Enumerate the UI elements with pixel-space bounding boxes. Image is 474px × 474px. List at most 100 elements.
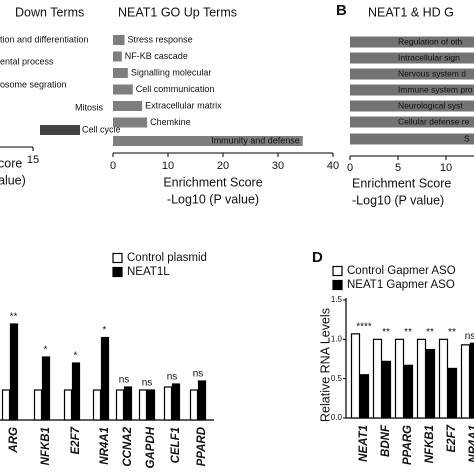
category-label: E2F7 xyxy=(446,424,458,452)
category-label: PPARG xyxy=(402,425,414,465)
bar xyxy=(100,336,110,421)
category-label: NR4A1 xyxy=(99,427,111,465)
bar xyxy=(403,364,414,419)
x-axis-label: Enrichment Score xyxy=(352,176,451,190)
significance-label: * xyxy=(103,325,107,336)
y-tick-label: 1.0 xyxy=(331,334,343,343)
significance-label: * xyxy=(74,351,78,362)
bar xyxy=(350,333,361,419)
bar xyxy=(63,389,73,421)
bar xyxy=(113,84,133,95)
bar xyxy=(1,389,11,421)
significance-label: ns xyxy=(465,331,474,342)
bar xyxy=(33,389,43,421)
x-axis-label: -Log10 (P value) xyxy=(167,192,259,206)
bar xyxy=(425,348,436,419)
chart-title: Down Terms xyxy=(15,5,84,19)
category-label: Nervous system d xyxy=(398,68,466,78)
legend-label: Control plasmid xyxy=(127,252,207,264)
bar xyxy=(469,342,474,419)
significance-label: **** xyxy=(356,321,372,332)
bar xyxy=(350,133,474,145)
bar xyxy=(92,389,102,421)
x-tick-label: 30 xyxy=(272,160,284,172)
category-label: Cell communication xyxy=(136,84,215,94)
bar xyxy=(460,344,471,419)
category-label: GAPDH xyxy=(145,426,157,468)
significance-label: ** xyxy=(426,327,434,338)
category-label: Regulation of oth xyxy=(398,36,463,46)
x-tick-label: 10 xyxy=(440,162,452,174)
bar xyxy=(416,338,427,419)
bar xyxy=(350,100,474,112)
bar xyxy=(115,389,125,421)
category-label: Chemkine xyxy=(150,117,191,127)
cell-cycle-bar-fragment xyxy=(40,125,80,135)
significance-label: ** xyxy=(10,312,18,323)
panel-letter: D xyxy=(312,249,323,266)
category-label: BDNF xyxy=(380,424,392,457)
x-axis-label: core xyxy=(0,156,22,170)
y-tick-label: 0.0 xyxy=(331,413,343,422)
category-label: NFKB1 xyxy=(424,425,436,463)
category-label: Neurological syst xyxy=(398,100,463,110)
chart-title: NEAT1 & HD G xyxy=(368,5,454,19)
bar xyxy=(113,51,122,62)
category-label: Intracellular sign xyxy=(398,52,460,62)
category-label: NR4A1 xyxy=(468,425,474,463)
bar xyxy=(350,36,474,48)
bar xyxy=(350,84,474,96)
bar xyxy=(350,116,474,128)
x-axis-label: alue) xyxy=(0,173,26,187)
bar xyxy=(163,386,173,421)
bar xyxy=(381,360,392,419)
significance-label: ** xyxy=(448,327,456,338)
bar xyxy=(123,386,133,421)
y-axis-label: Relative RNA Levels xyxy=(318,308,332,422)
category-label: Cell cycle xyxy=(82,124,121,134)
category-label: Immunity and defense xyxy=(211,135,300,145)
bar xyxy=(113,101,143,111)
panel-letter: B xyxy=(336,2,347,19)
category-label: S xyxy=(464,133,470,143)
bar xyxy=(113,136,303,146)
x-tick-label: 0 xyxy=(347,162,353,174)
legend-swatch xyxy=(112,266,123,278)
bar xyxy=(394,338,405,419)
category-label: PPARD xyxy=(196,427,208,466)
bar xyxy=(189,389,199,421)
category-label: ental process xyxy=(0,56,54,66)
significance-label: * xyxy=(44,345,48,356)
significance-label: ns xyxy=(119,375,130,386)
x-axis-label: Enrichment Score xyxy=(163,175,262,189)
bar xyxy=(113,117,148,128)
legend-swatch xyxy=(332,279,343,291)
x-axis-label: -Log10 (P value) xyxy=(352,193,444,207)
significance-label: ns xyxy=(142,378,153,389)
bar xyxy=(138,389,148,421)
category-label: ARG xyxy=(8,427,20,454)
x-tick-label: 5 xyxy=(395,162,401,174)
bar xyxy=(41,356,51,421)
category-label: Extracellular matrix xyxy=(145,100,222,110)
significance-label: ns xyxy=(193,369,204,380)
bar xyxy=(359,374,370,419)
x-tick-label: 15 xyxy=(27,154,39,166)
category-label: osome segration xyxy=(0,79,67,89)
x-tick-label: 40 xyxy=(327,160,339,172)
x-tick-label: 20 xyxy=(217,160,229,172)
category-label: Signalling molecular xyxy=(131,67,212,77)
significance-label: ** xyxy=(382,327,390,338)
significance-label: ** xyxy=(404,327,412,338)
category-label: Immune system pro xyxy=(398,84,473,94)
bar xyxy=(9,323,19,421)
legend-swatch xyxy=(112,252,123,264)
significance-label: ns xyxy=(167,372,178,383)
legend-label: NEAT1 Gapmer ASO xyxy=(347,279,455,291)
legend-swatch xyxy=(332,265,343,277)
category-label: NFKB1 xyxy=(40,427,52,465)
x-tick-label: 0 xyxy=(110,160,116,172)
category-label: NF-KB cascade xyxy=(125,51,188,61)
bar xyxy=(113,68,128,78)
